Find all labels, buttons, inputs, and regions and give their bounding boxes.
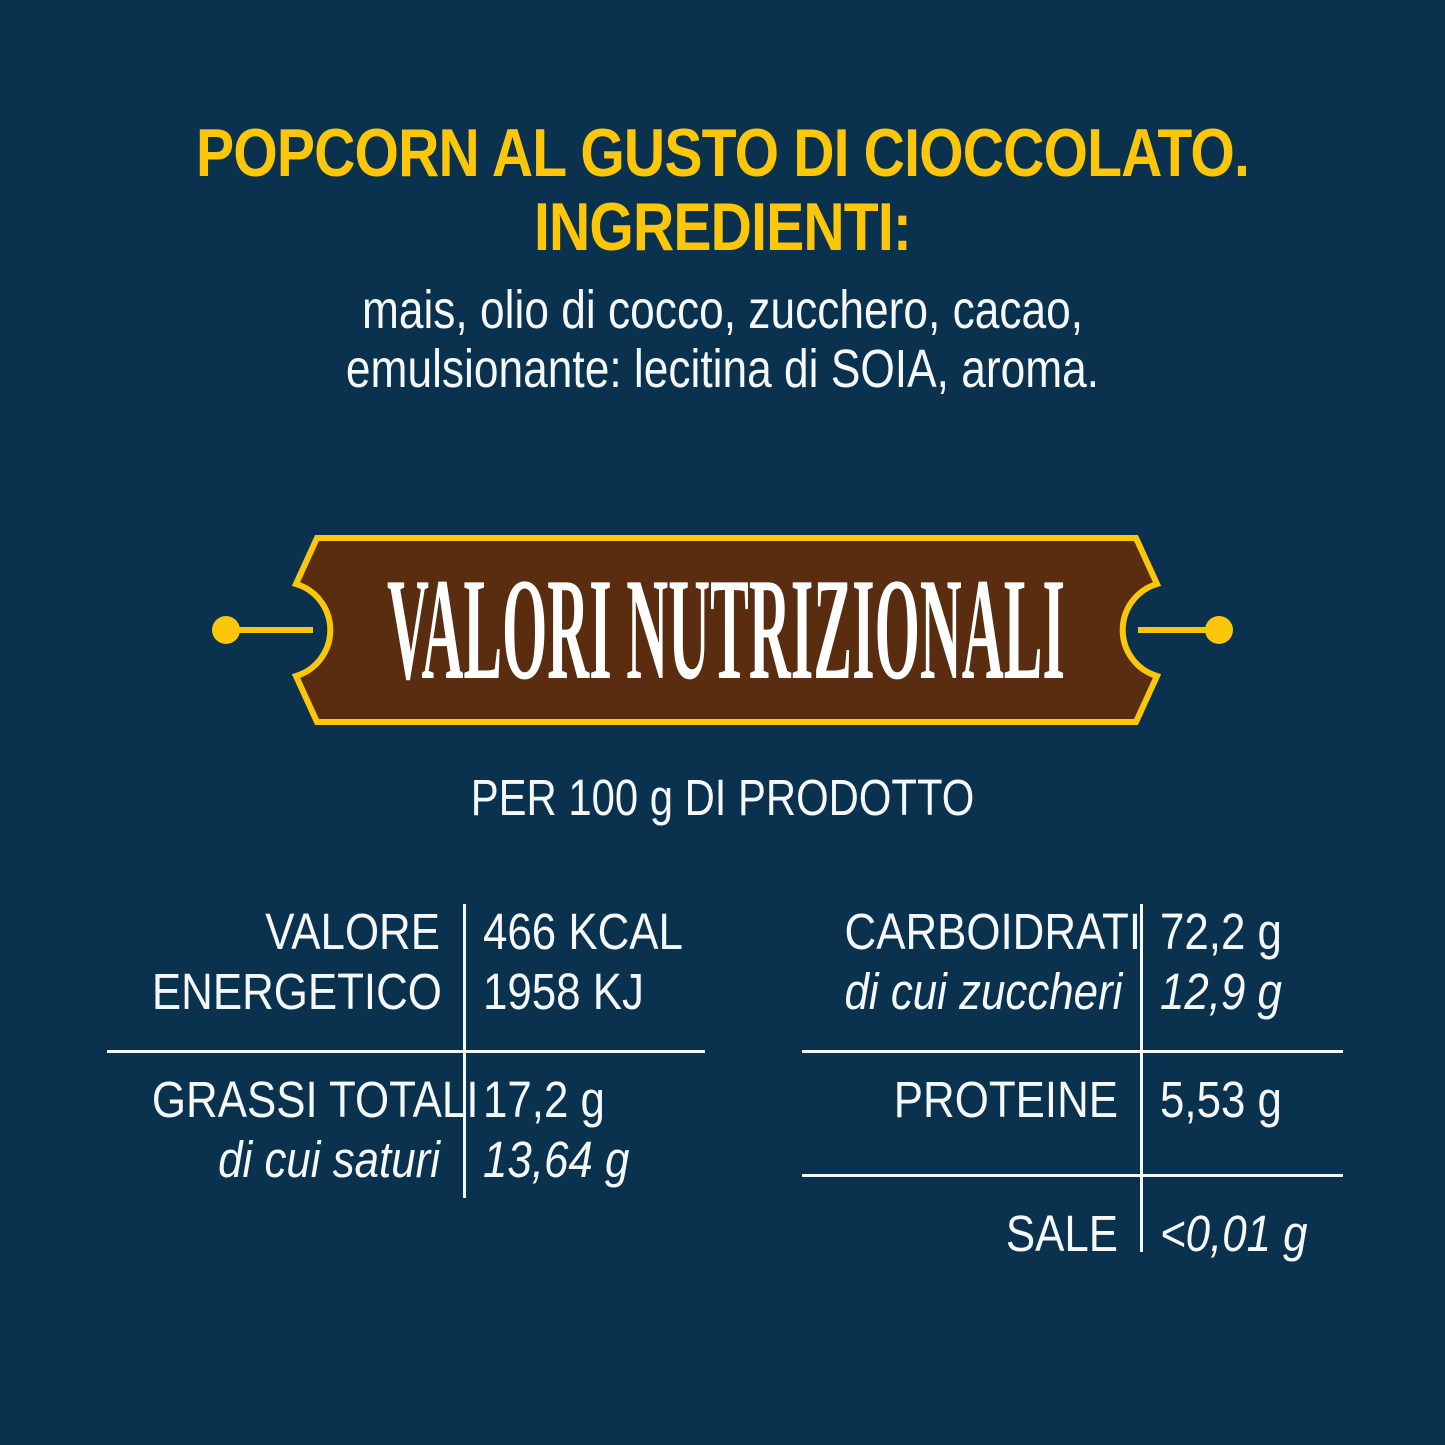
salt-label-text: SALE <box>1005 1205 1118 1262</box>
carbs-value: 72,2 g 12,9 g <box>1160 902 1282 1022</box>
ingredients-text: mais, olio di cocco, zucchero, cacao, em… <box>0 281 1445 399</box>
salt-value-text: <0,01 g <box>1160 1205 1308 1262</box>
energy-value: 466 KCAL 1958 KJ <box>483 902 683 1022</box>
left-row-separator <box>107 1050 705 1053</box>
salt-label: SALE <box>845 1204 1118 1264</box>
protein-value: 5,53 g <box>1160 1070 1282 1130</box>
right-column-divider <box>1140 904 1143 1252</box>
serving-size: PER 100 g DI PRODOTTO <box>0 772 1445 824</box>
right-row-separator-2 <box>802 1174 1343 1177</box>
nutrition-table-left: VALORE ENERGETICO 466 KCAL 1958 KJ GRASS… <box>105 890 705 1270</box>
protein-value-text: 5,53 g <box>1160 1071 1282 1128</box>
fats-value-saturated: 13,64 g <box>483 1131 630 1188</box>
serving-size-text: PER 100 g DI PRODOTTO <box>470 769 975 826</box>
nutrition-banner-ribbon: VALORI NUTRIZIONALI <box>291 535 1162 725</box>
carbs-value-sugars: 12,9 g <box>1160 963 1282 1020</box>
nutrition-table-right: CARBOIDRATI di cui zuccheri 72,2 g 12,9 … <box>800 890 1345 1270</box>
carbs-value-total: 72,2 g <box>1160 903 1282 960</box>
left-connector-line <box>233 627 313 633</box>
fats-value-total: 17,2 g <box>483 1071 605 1128</box>
carbs-label: CARBOIDRATI di cui zuccheri <box>844 902 1142 1022</box>
fats-value: 17,2 g 13,64 g <box>483 1070 629 1190</box>
energy-label: VALORE ENERGETICO <box>151 902 442 1022</box>
energy-value-kj: 1958 KJ <box>483 963 644 1020</box>
fats-label-line2: di cui saturi <box>218 1131 440 1188</box>
product-title-line2: INGREDIENTI: <box>533 189 912 265</box>
carbs-label-line1: CARBOIDRATI <box>844 903 1142 960</box>
right-bullet-dot <box>1205 616 1233 644</box>
fats-label: GRASSI TOTALI di cui saturi <box>151 1070 479 1190</box>
product-title-line1: POPCORN AL GUSTO DI CIOCCOLATO. <box>196 115 1250 191</box>
ingredients-line2: emulsionante: lecitina di SOIA, aroma. <box>345 339 1100 399</box>
right-row-separator-1 <box>802 1050 1343 1053</box>
energy-label-line1: VALORE <box>265 903 440 960</box>
energy-value-kcal: 466 KCAL <box>483 903 683 960</box>
product-title: POPCORN AL GUSTO DI CIOCCOLATO. INGREDIE… <box>0 116 1445 264</box>
protein-label-text: PROTEINE <box>893 1071 1118 1128</box>
carbs-label-line2: di cui zuccheri <box>844 963 1123 1020</box>
fats-label-line1: GRASSI TOTALI <box>151 1071 479 1128</box>
right-connector-line <box>1138 627 1218 633</box>
ingredients-line1: mais, olio di cocco, zucchero, cacao, <box>361 280 1084 340</box>
banner-plaque-shape <box>291 535 1162 725</box>
banner-title: VALORI NUTRIZIONALI <box>387 548 1065 710</box>
salt-value: <0,01 g <box>1160 1204 1308 1264</box>
energy-label-line2: ENERGETICO <box>151 963 442 1020</box>
protein-label: PROTEINE <box>845 1070 1118 1130</box>
